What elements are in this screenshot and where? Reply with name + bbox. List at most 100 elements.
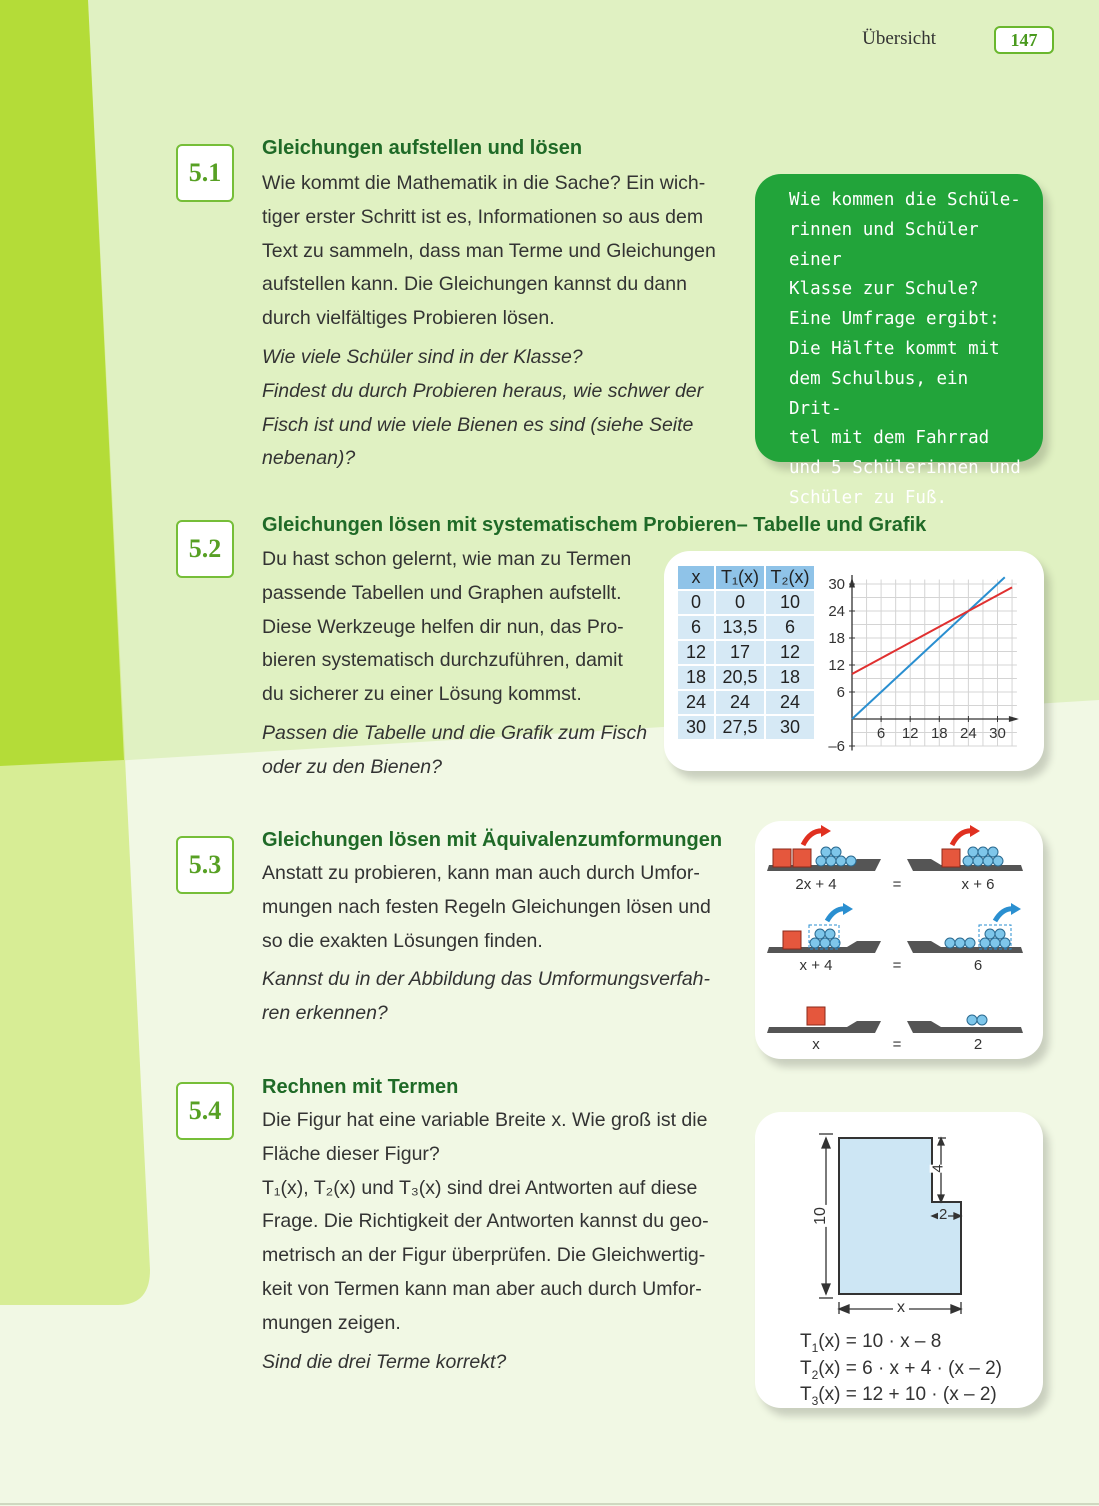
series-line-1 xyxy=(851,576,1006,720)
text-line: aufstellen kann. Die Gleichungen kannst … xyxy=(262,273,687,296)
header-label: Übersicht xyxy=(862,28,936,49)
text-line: metrisch an der Figur überprüfen. Die Gl… xyxy=(262,1244,706,1267)
section-text-5-2: Du hast schon gelernt, wie man zu Termen… xyxy=(262,543,647,785)
step-width-label: 2 xyxy=(938,1206,949,1223)
equals-sign: = xyxy=(892,1036,902,1053)
table-cell: 6 xyxy=(766,616,814,639)
balance-right-label: 2 xyxy=(973,1036,983,1053)
table-header-cell: x xyxy=(678,566,714,589)
table-cell: 12 xyxy=(678,641,714,664)
question-line: ren erkennen? xyxy=(262,1002,388,1025)
table-cell: 18 xyxy=(678,666,714,689)
table-cell: 30 xyxy=(678,716,714,739)
section-text-5-4: Die Figur hat eine variable Breite x. Wi… xyxy=(262,1104,709,1379)
table-cell: 10 xyxy=(766,591,814,614)
y-axis-arrow xyxy=(849,577,855,588)
text-line: durch vielfältiges Probieren lösen. xyxy=(262,307,555,330)
table-row: 0 0 10 xyxy=(678,591,814,614)
page-header: Übersicht 147 xyxy=(860,26,1054,54)
x-tick-label: 30 xyxy=(989,725,1006,742)
table-cell: 24 xyxy=(766,691,814,714)
table-cell: 30 xyxy=(766,716,814,739)
section-text-5-1: Wie kommt die Mathematik in die Sache? E… xyxy=(262,167,716,476)
table-cell: 0 xyxy=(678,591,714,614)
page-number: 147 xyxy=(994,26,1054,54)
text-line: Fläche dieser Figur? xyxy=(262,1142,440,1165)
y-tick-label: 12 xyxy=(828,657,845,674)
y-tick-label: 24 xyxy=(828,603,845,620)
balance-left-label: x + 4 xyxy=(799,957,833,974)
top-step-label: 4 xyxy=(929,1164,947,1173)
text-line: passende Tabellen und Graphen aufstellt. xyxy=(262,581,622,604)
text-line: Die Figur hat eine variable Breite x. Wi… xyxy=(262,1109,708,1131)
section-title-5-1: Gleichungen aufstellen und lösen xyxy=(262,137,583,159)
section-number-5-2: 5.2 xyxy=(176,520,234,578)
table-cell: 24 xyxy=(678,691,714,714)
term-t1: T1(x) = 10 · x – 8 xyxy=(800,1331,942,1355)
line-chart: 6 12 18 24 30 30 24 18 12 6 –6 xyxy=(828,575,1019,755)
section-title-5-4: Rechnen mit Termen xyxy=(262,1076,459,1098)
question-line: Passen die Tabelle und die Grafik zum Fi… xyxy=(262,721,648,744)
table-cell: 24 xyxy=(716,691,764,714)
table-row: 30 27,5 30 xyxy=(678,716,814,739)
text-line: mungen zeigen. xyxy=(262,1311,401,1334)
question-line: Sind die drei Terme korrekt? xyxy=(262,1350,507,1373)
term-t3: T3(x) = 12 + 10 · (x – 2) xyxy=(800,1384,997,1408)
text-line: keit von Termen kann man aber auch durch… xyxy=(262,1277,702,1300)
text-line: Anstatt zu probieren, kann man auch durc… xyxy=(262,862,700,884)
question-line: oder zu den Bienen? xyxy=(262,755,442,778)
table-row: 24 24 24 xyxy=(678,691,814,714)
balance-scales-illustration xyxy=(767,825,1023,1033)
section-number-5-4: 5.4 xyxy=(176,1082,234,1140)
text-line: mungen nach festen Regeln Gleichungen lö… xyxy=(262,895,711,918)
table-row: 18 20,5 18 xyxy=(678,666,814,689)
x-tick-label: 12 xyxy=(902,725,919,742)
section-title-5-3: Gleichungen lösen mit Äquivalenzumformun… xyxy=(262,829,723,851)
text-line: bieren systematisch durchzuführen, damit xyxy=(262,649,623,672)
x-tick-label: 6 xyxy=(877,725,885,742)
series-line-2 xyxy=(851,586,1013,675)
section-number-5-1: 5.1 xyxy=(176,144,234,202)
y-tick-label: 6 xyxy=(837,684,845,701)
text-line: tiger erster Schritt ist es, Information… xyxy=(262,205,704,228)
x-tick-label: 24 xyxy=(960,725,977,742)
section-number-5-3: 5.3 xyxy=(176,836,234,894)
equals-sign: = xyxy=(892,957,902,974)
value-table: x T₁(x) T₂(x) 0 0 10 6 13,5 6 12 17 12 18 20,5 1… xyxy=(676,564,816,741)
table-cell: 6 xyxy=(678,616,714,639)
section-text-5-3: Anstatt zu probieren, kann man auch durc… xyxy=(262,857,711,1031)
table-cell: 18 xyxy=(766,666,814,689)
y-tick-label: 18 xyxy=(828,630,845,647)
table-cell: 27,5 xyxy=(716,716,764,739)
question-line: Fisch ist und wie viele Bienen es sind (… xyxy=(262,413,694,436)
table-cell: 12 xyxy=(766,641,814,664)
text-line: Text zu sammeln, dass man Terme und Glei… xyxy=(262,239,716,262)
table-cell: 0 xyxy=(716,591,764,614)
text-line: Frage. Die Richtigkeit der Antworten kan… xyxy=(262,1210,709,1233)
table-row: 6 13,5 6 xyxy=(678,616,814,639)
table-header-row: x T₁(x) T₂(x) xyxy=(678,566,814,589)
text-line: T₁(x), T₂(x) und T₃(x) sind drei Antwort… xyxy=(262,1176,698,1199)
y-tick-label: 30 xyxy=(828,576,845,593)
table-cell: 20,5 xyxy=(716,666,764,689)
question-line: nebenan)? xyxy=(262,447,356,470)
question-line: Wie viele Schüler sind in der Klasse? xyxy=(262,345,583,368)
term-t2: T2(x) = 6 · x + 4 · (x – 2) xyxy=(800,1358,1003,1382)
balance-left-label: 2x + 4 xyxy=(795,876,837,893)
question-line: Findest du durch Probieren heraus, wie s… xyxy=(262,379,704,402)
text-line: Diese Werkzeuge helfen dir nun, das Pro- xyxy=(262,615,624,638)
balance-right-label: x + 6 xyxy=(961,876,995,893)
survey-note-card: Wie kommen die Schüle- rinnen und Schüle… xyxy=(755,174,1043,508)
text-line: Du hast schon gelernt, wie man zu Termen xyxy=(262,548,632,570)
text-line: so die exakten Lösungen finden. xyxy=(262,929,543,952)
section-title-5-2: Gleichungen lösen mit systematischem Pro… xyxy=(262,514,927,536)
table-header-cell: T₂(x) xyxy=(766,566,814,589)
height-label: 10 xyxy=(811,1205,830,1227)
question-line: Kannst du in der Abbildung das Umformung… xyxy=(262,968,711,991)
equals-sign: = xyxy=(892,876,902,893)
balance-right-label: 6 xyxy=(973,957,983,974)
table-cell: 13,5 xyxy=(716,616,764,639)
balance-left-label: x xyxy=(812,1036,820,1053)
table-cell: 17 xyxy=(716,641,764,664)
text-line: Wie kommt die Mathematik in die Sache? E… xyxy=(262,172,706,194)
